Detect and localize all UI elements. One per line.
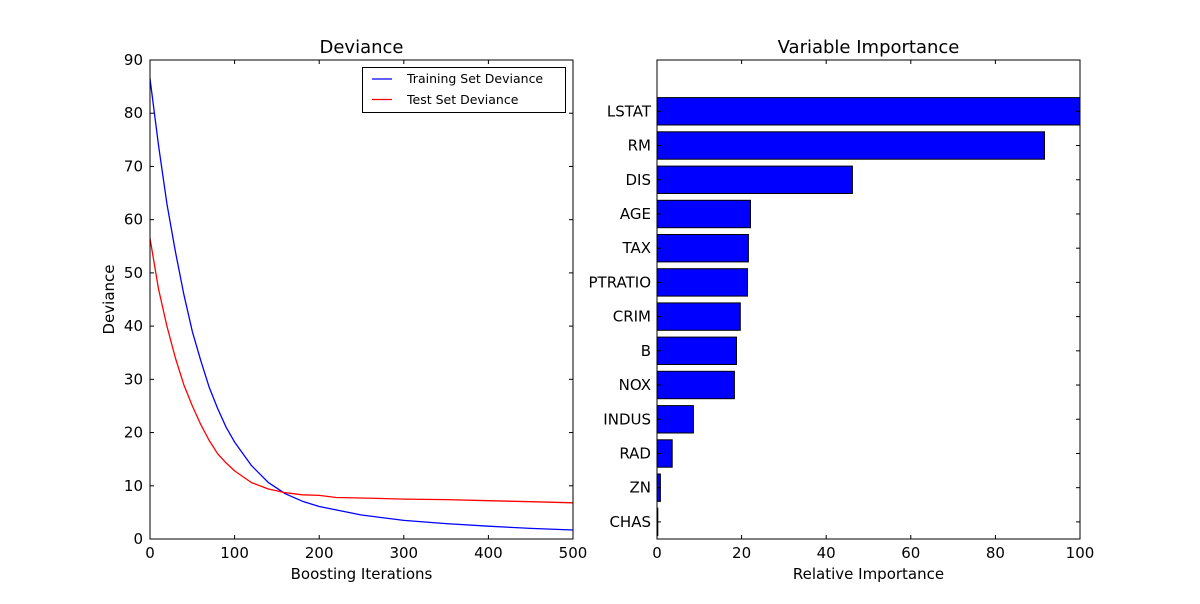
bar-age	[656, 199, 751, 229]
deviance-chart: Deviance Boosting Iterations Deviance 0 1…	[100, 37, 587, 583]
x-tick-label: 80	[986, 544, 1005, 562]
bar-b	[656, 336, 737, 366]
deviance-ticks: 0 100 200 300 400 500 0 10 20 30 40 50 60 70 80 90	[124, 51, 587, 562]
category-label: CRIM	[613, 308, 651, 326]
y-tick-label: 40	[124, 317, 143, 335]
bar-rm	[656, 131, 1045, 160]
x-tick-label: 100	[220, 544, 249, 562]
x-tick-label: 500	[559, 544, 588, 562]
bar-dis	[656, 165, 853, 195]
y-tick-label: 10	[124, 477, 143, 495]
category-label: PTRATIO	[588, 273, 651, 291]
category-label: TAX	[621, 239, 651, 257]
importance-chart: Variable Importance Relative Importance …	[588, 37, 1094, 583]
x-tick-label: 0	[145, 544, 155, 562]
x-tick-label: 400	[474, 544, 503, 562]
category-label: ZN	[630, 479, 652, 497]
deviance-xlabel: Boosting Iterations	[291, 565, 433, 583]
category-label: INDUS	[603, 410, 651, 428]
category-label: CHAS	[609, 513, 651, 531]
y-tick-label: 60	[124, 211, 143, 229]
category-label: NOX	[619, 376, 651, 394]
x-tick-label: 0	[652, 544, 662, 562]
importance-axes-frame	[656, 59, 1081, 540]
legend-label-test: Test Set Deviance	[406, 92, 519, 107]
y-tick-label: 50	[124, 264, 143, 282]
training-deviance-line	[149, 78, 574, 531]
y-tick-label: 80	[124, 104, 143, 122]
category-label: B	[641, 342, 651, 360]
deviance-ylabel: Deviance	[100, 265, 118, 335]
bar-nox	[656, 370, 735, 400]
category-label: RM	[628, 137, 651, 155]
y-tick-label: 90	[124, 51, 143, 69]
category-label: RAD	[619, 444, 651, 462]
x-tick-label: 20	[732, 544, 751, 562]
y-tick-label: 0	[133, 530, 143, 548]
bar-lstat	[656, 97, 1081, 126]
bar-tax	[656, 234, 749, 263]
y-tick-label: 70	[124, 157, 143, 175]
legend-label-training: Training Set Deviance	[406, 71, 543, 86]
bar-ptratio	[656, 268, 748, 297]
importance-title: Variable Importance	[778, 37, 960, 58]
bar-indus	[656, 405, 694, 434]
category-label: LSTAT	[607, 102, 652, 120]
deviance-title: Deviance	[320, 37, 404, 58]
category-label: DIS	[626, 171, 652, 189]
x-tick-label: 40	[817, 544, 836, 562]
x-tick-label: 200	[305, 544, 334, 562]
importance-ticks: CHAS ZN RAD INDUS NOX B CRIM PTRATIO TAX AGE DIS RM…	[588, 60, 1094, 562]
category-label: AGE	[620, 205, 651, 223]
importance-bars	[656, 97, 1081, 537]
test-deviance-line	[149, 238, 574, 504]
legend-box	[362, 67, 566, 113]
importance-xlabel: Relative Importance	[793, 565, 944, 583]
x-tick-label: 100	[1066, 544, 1095, 562]
legend: Training Set Deviance Test Set Deviance	[362, 67, 566, 113]
deviance-lines	[149, 78, 574, 531]
x-tick-label: 60	[901, 544, 920, 562]
x-tick-label: 300	[389, 544, 418, 562]
y-tick-label: 20	[124, 424, 143, 442]
bar-crim	[656, 302, 741, 331]
y-tick-label: 30	[124, 370, 143, 388]
deviance-axes-frame	[149, 59, 574, 540]
